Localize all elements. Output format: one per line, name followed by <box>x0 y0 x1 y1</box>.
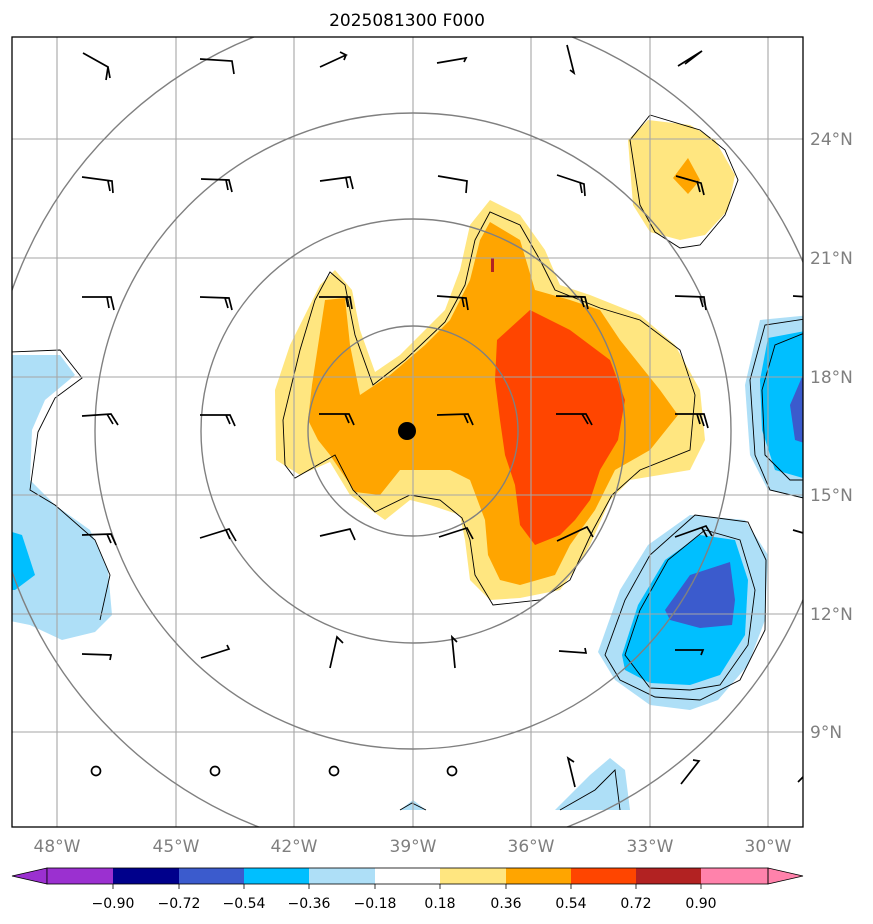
contour-fill-e-0.36 <box>760 331 803 478</box>
range-ring-3 <box>94 112 732 750</box>
colorbar-tick-label: 0.90 <box>685 896 716 912</box>
calm-circle <box>209 765 221 777</box>
colorbar-tick-label: 0.72 <box>620 896 651 912</box>
calm-circle <box>90 765 102 777</box>
colorbar-frame <box>46 867 769 885</box>
contour-fill-s-0.18 <box>555 758 630 810</box>
contour-line-se-inner <box>624 529 756 691</box>
calm-circles <box>90 765 458 777</box>
wind-barb-row-2 <box>81 174 705 197</box>
wind-barb-row-3 <box>82 295 803 311</box>
colorbar-bin <box>571 868 636 884</box>
colorbar-bin <box>47 868 113 884</box>
wind-barb-row-1 <box>82 44 703 81</box>
colorbar-bin <box>179 868 244 884</box>
lon-label: 36°W <box>508 837 555 857</box>
gridlines <box>12 37 803 827</box>
colorbar-tick-label: 0.36 <box>490 896 521 912</box>
wind-barb-row-4 <box>81 413 709 429</box>
colorbar-over-triangle <box>767 867 804 885</box>
colorbar-tick-label: 0.54 <box>555 896 586 912</box>
wind-barb-row-5 <box>81 524 803 546</box>
colorbar-bin <box>506 868 571 884</box>
colorbar-bin <box>113 868 179 884</box>
wind-barbs <box>81 44 803 788</box>
lon-label: 39°W <box>390 837 437 857</box>
colorbar-bin <box>309 868 375 884</box>
map-area <box>12 37 803 827</box>
contour-fill-se-0.54 <box>665 562 735 628</box>
storm-center-marker <box>398 422 416 440</box>
colorbar-tick-label: 0.18 <box>424 896 455 912</box>
contour-fill-0.54 <box>495 310 625 545</box>
lat-label: 21°N <box>810 249 853 269</box>
lon-label: 48°W <box>34 837 81 857</box>
contour-line-e-outer <box>749 318 803 499</box>
lat-label: 18°N <box>810 368 853 388</box>
colorbar-bin <box>440 868 506 884</box>
map-title: 2025081300 F000 <box>329 11 485 31</box>
colorbar-bin <box>701 868 768 884</box>
colorbar-bin <box>244 868 309 884</box>
contour-line-e-inner <box>761 333 803 481</box>
filled-contours <box>12 120 803 810</box>
range-ring-2 <box>200 218 626 644</box>
range-rings <box>12 37 803 827</box>
contour-fill-ne-0.36 <box>673 158 700 194</box>
longitude-labels: 48°W 45°W 42°W 39°W 36°W 33°W 30°W <box>34 837 792 857</box>
map-frame <box>11 36 804 828</box>
contour-line-w <box>12 349 111 621</box>
colorbar-tick-label: −0.18 <box>354 896 397 912</box>
contour-line-s-small <box>399 802 427 811</box>
contour-fill-w-0.36 <box>12 532 35 590</box>
colorbar-tick-label: −0.90 <box>92 896 135 912</box>
contour-line-se-outer <box>604 514 767 701</box>
wind-barb-row-7 <box>566 756 803 788</box>
lon-label: 30°W <box>745 837 792 857</box>
contour-line-s <box>559 769 621 811</box>
contour-fill-0.72 <box>491 258 494 272</box>
calm-circle <box>446 765 458 777</box>
latitude-labels: 24°N 21°N 18°N 15°N 12°N 9°N <box>810 130 853 743</box>
lat-label: 15°N <box>810 486 853 506</box>
wind-barb-row-6 <box>81 634 705 669</box>
colorbar-bin <box>636 868 701 884</box>
lat-label: 9°N <box>810 723 842 743</box>
colorbar: −0.90 −0.72 −0.54 −0.36 −0.18 0.18 0.36 … <box>11 867 804 912</box>
lon-label: 33°W <box>627 837 674 857</box>
contour-fill-e-0.54 <box>790 374 803 443</box>
colorbar-bin <box>375 868 440 884</box>
colorbar-tick-label: −0.72 <box>158 896 201 912</box>
lon-label: 45°W <box>153 837 200 857</box>
calm-circle <box>328 765 340 777</box>
contour-fill-w-0.18 <box>12 355 112 640</box>
range-ring-1 <box>307 325 519 537</box>
lat-label: 24°N <box>810 130 853 150</box>
lat-label: 12°N <box>810 605 853 625</box>
contour-line-central <box>282 211 696 606</box>
colorbar-under-triangle <box>11 867 48 885</box>
colorbar-ticks <box>112 884 702 889</box>
lon-label: 42°W <box>271 837 318 857</box>
colorbar-tick-label: −0.36 <box>288 896 331 912</box>
colorbar-tick-label: −0.54 <box>223 896 266 912</box>
